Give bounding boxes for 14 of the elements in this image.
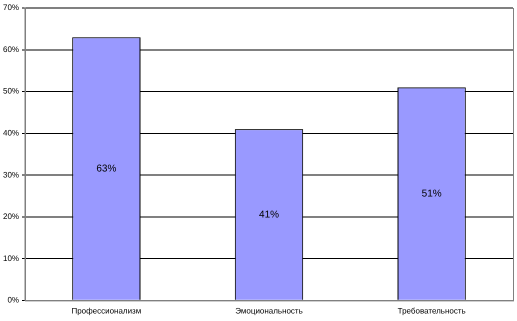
x-tick-label: Эмоциональность (235, 306, 303, 316)
y-tick-label: 40% (2, 128, 20, 138)
data-label: 63% (96, 163, 116, 174)
y-tick-label: 60% (2, 44, 20, 54)
y-tick-label: 30% (2, 170, 20, 180)
y-tick-label: 20% (2, 212, 20, 222)
data-label: 51% (422, 188, 442, 200)
x-tick-label: Профессионализм (71, 306, 142, 316)
y-tick-label: 0% (7, 296, 20, 305)
y-tick-label: 10% (2, 254, 20, 263)
y-tick-label: 70% (2, 3, 20, 12)
y-tick-label: 50% (2, 86, 20, 96)
x-tick-label: Требовательность (398, 306, 466, 316)
data-label: 41% (259, 209, 280, 220)
